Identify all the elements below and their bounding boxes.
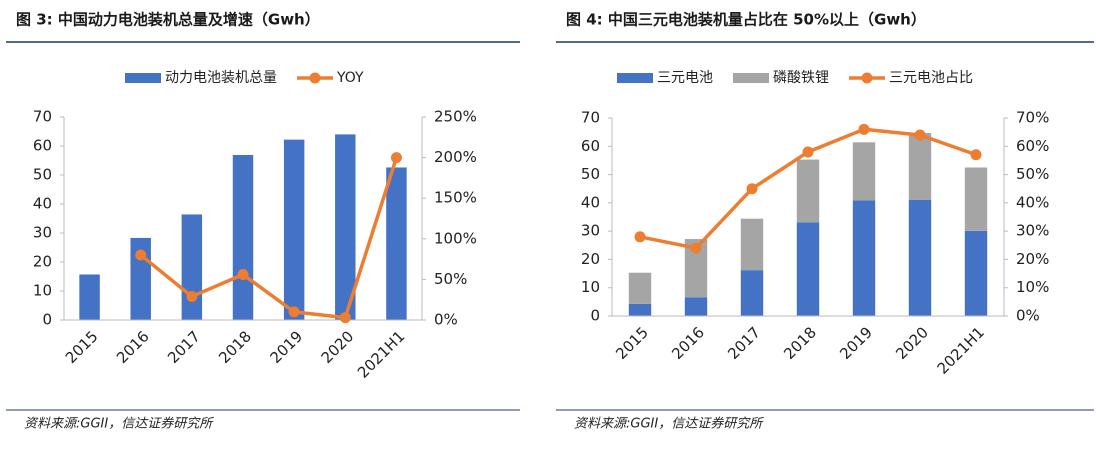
line-marker xyxy=(690,242,702,254)
legend-swatch xyxy=(861,72,873,84)
x-tick-label: 2019 xyxy=(266,327,306,367)
chart-title: 图 3: 中国动力电池装机总量及增速（Gwh） xyxy=(16,11,320,29)
bar xyxy=(964,230,988,316)
source: 资料来源:GGII，信达证券研究所 xyxy=(574,416,764,432)
line-marker xyxy=(390,152,402,164)
y-tick-label: 20 xyxy=(33,253,52,271)
y-tick-label: 70 xyxy=(33,108,52,126)
bar xyxy=(908,132,932,200)
bar xyxy=(796,222,820,316)
bar xyxy=(386,167,407,320)
line-marker xyxy=(634,231,646,243)
bar xyxy=(796,159,820,223)
x-tick-label: 2017 xyxy=(164,327,204,367)
y2-tick-label: 150% xyxy=(434,189,477,207)
bar xyxy=(684,239,708,298)
x-tick-label: 2017 xyxy=(724,323,764,363)
y-tick-label: 10 xyxy=(33,282,52,300)
y-tick-label: 20 xyxy=(581,250,600,268)
y-tick-label: 10 xyxy=(581,278,600,296)
bar xyxy=(335,134,356,320)
x-tick-label: 2016 xyxy=(668,323,708,363)
y2-tick-label: 50% xyxy=(434,270,467,288)
bar xyxy=(684,297,708,316)
line-marker xyxy=(746,183,758,195)
legend-swatch xyxy=(309,72,321,84)
y2-tick-label: 0% xyxy=(434,311,458,329)
source: 资料来源:GGII，信达证券研究所 xyxy=(24,416,214,432)
bar xyxy=(740,218,764,271)
bar xyxy=(79,274,100,320)
x-tick-label: 2015 xyxy=(62,327,102,367)
y-tick-label: 30 xyxy=(581,222,600,240)
line xyxy=(139,157,399,320)
y-tick-label: 50 xyxy=(581,165,600,183)
legend-label: 磷酸铁锂 xyxy=(773,70,829,86)
x-tick-label: 2018 xyxy=(215,327,255,367)
x-tick-label: 2015 xyxy=(612,323,652,363)
legend-swatch xyxy=(617,73,653,83)
bar xyxy=(181,214,203,320)
line-marker xyxy=(802,146,814,158)
x-tick-label: 2020 xyxy=(318,327,358,367)
line-marker xyxy=(858,123,870,135)
y2-tick-label: 10% xyxy=(1016,278,1049,296)
line-marker xyxy=(186,290,198,302)
x-tick-label: 2018 xyxy=(780,323,820,363)
line-marker xyxy=(135,249,147,261)
bar xyxy=(908,199,932,316)
legend-label: 动力电池装机总量 xyxy=(165,70,277,86)
bar xyxy=(283,139,305,320)
line-marker xyxy=(970,149,982,161)
bar xyxy=(852,142,876,201)
x-tick-label: 2021H1 xyxy=(354,327,408,381)
y2-tick-label: 40% xyxy=(1016,193,1049,211)
bar xyxy=(232,154,254,320)
y2-tick-label: 100% xyxy=(434,229,477,247)
chart-title: 图 4: 中国三元电池装机量占比在 50%以上（Gwh） xyxy=(566,11,926,29)
legend-label: YOY xyxy=(336,70,364,86)
line-marker xyxy=(288,306,300,318)
y2-tick-label: 30% xyxy=(1016,222,1049,240)
y-tick-label: 40 xyxy=(33,195,52,213)
y-tick-label: 0 xyxy=(42,311,52,329)
legend-swatch xyxy=(733,73,769,83)
y2-tick-label: 60% xyxy=(1016,137,1049,155)
line-marker xyxy=(914,129,926,141)
y2-tick-label: 250% xyxy=(434,108,477,126)
line-marker xyxy=(237,269,249,281)
legend-label: 三元电池占比 xyxy=(889,70,973,86)
y2-tick-label: 0% xyxy=(1016,307,1040,325)
y-tick-label: 30 xyxy=(33,224,52,242)
bar xyxy=(628,272,652,304)
bar xyxy=(964,167,988,231)
y-tick-label: 0 xyxy=(590,307,600,325)
x-tick-label: 2019 xyxy=(836,323,876,363)
bar xyxy=(740,270,764,316)
bar xyxy=(628,303,652,316)
x-tick-label: 2020 xyxy=(892,323,932,363)
x-tick-label: 2016 xyxy=(113,327,153,367)
y2-tick-label: 70% xyxy=(1016,109,1049,127)
x-tick-label: 2021H1 xyxy=(934,323,988,377)
y2-tick-label: 200% xyxy=(434,148,477,166)
y-tick-label: 60 xyxy=(581,137,600,155)
y-tick-label: 50 xyxy=(33,166,52,184)
legend-label: 三元电池 xyxy=(657,70,713,86)
y-tick-label: 60 xyxy=(33,137,52,155)
y-tick-label: 40 xyxy=(581,193,600,211)
bar xyxy=(852,200,876,316)
y-tick-label: 70 xyxy=(581,109,600,127)
line-marker xyxy=(339,312,351,324)
legend-swatch xyxy=(125,73,161,83)
y2-tick-label: 20% xyxy=(1016,250,1049,268)
y2-tick-label: 50% xyxy=(1016,165,1049,183)
